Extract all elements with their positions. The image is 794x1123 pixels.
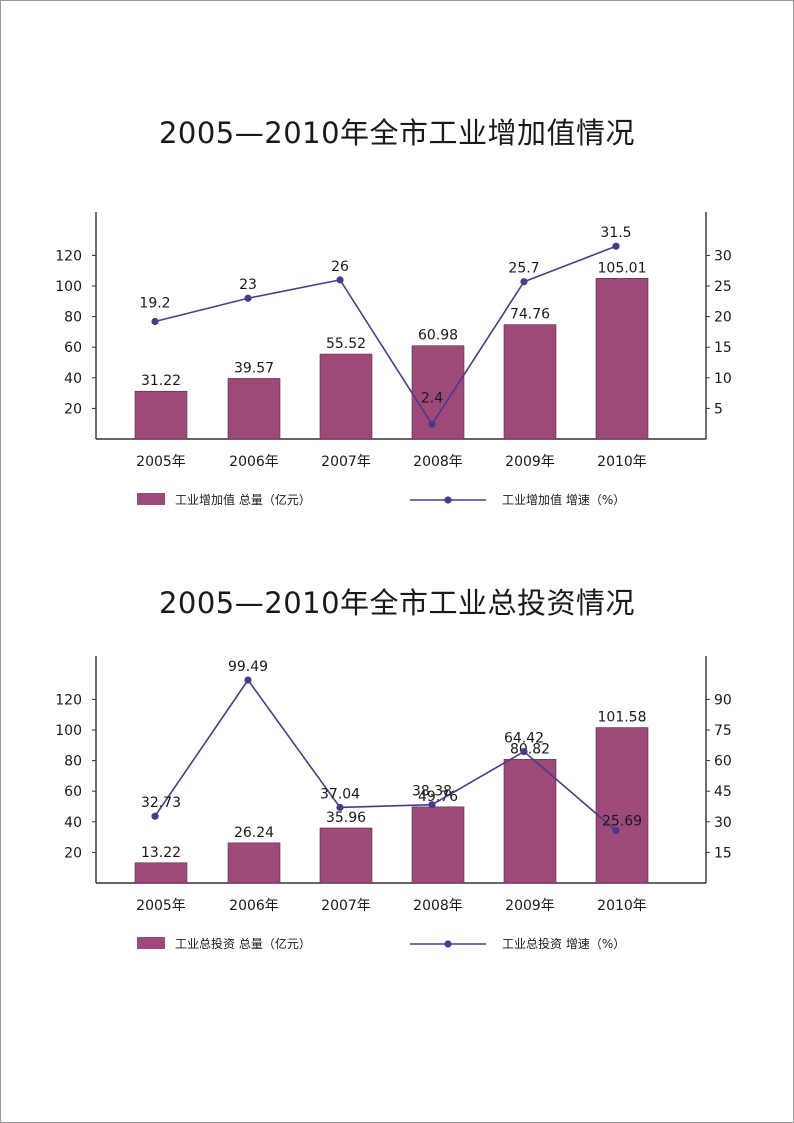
bar — [319, 353, 373, 440]
x-axis-category-label: 2009年 — [505, 898, 555, 914]
x-axis-category-label: 2010年 — [597, 898, 647, 914]
growth-point — [336, 276, 344, 284]
left-axis-tick-label: 60 — [64, 784, 82, 800]
right-axis-tick-label: 30 — [714, 248, 732, 264]
left-axis-tick-label: 80 — [64, 754, 82, 770]
chart-industrial-value-added: 20 40 60 80 100 120 5 10 15 20 25 30 31.22 39.57 55.52… — [55, 212, 732, 507]
bar-value-label: 55.52 — [326, 336, 366, 352]
legend-bar-swatch — [137, 937, 165, 949]
growth-point — [428, 420, 436, 428]
right-axis-tick-label: 60 — [714, 754, 732, 770]
bar — [227, 842, 281, 884]
bar-value-label: 13.22 — [141, 845, 181, 861]
growth-point — [336, 803, 344, 812]
x-axis-category-label: 2010年 — [597, 454, 647, 470]
bar — [411, 806, 465, 884]
legend-bar-label: 工业增加值 总量（亿元） — [175, 492, 311, 507]
right-axis-tick-label: 30 — [714, 815, 732, 831]
chart-title-industrial-investment: 2005—2010年全市工业总投资情况 — [158, 586, 636, 620]
x-axis-category-label: 2005年 — [136, 454, 186, 470]
bar-value-label: 35.96 — [326, 810, 366, 826]
bar-value-label: 60.98 — [418, 328, 458, 344]
growth-point — [612, 826, 620, 835]
x-axis-category-label: 2007年 — [321, 454, 371, 470]
growth-point — [428, 801, 436, 809]
growth-point — [520, 278, 528, 286]
x-axis-category-label: 2009年 — [505, 454, 555, 470]
x-axis-category-label: 2008年 — [413, 454, 463, 470]
growth-value-label: 25.7 — [508, 261, 539, 277]
bar-value-label: 74.76 — [510, 307, 550, 323]
left-axis-tick-label: 40 — [64, 815, 82, 831]
growth-value-label: 32.73 — [141, 795, 181, 811]
bar-value-label: 31.22 — [141, 373, 181, 389]
left-axis-tick-label: 40 — [64, 371, 82, 387]
x-axis-category-label: 2005年 — [136, 898, 186, 914]
x-axis-category-label: 2007年 — [321, 898, 371, 914]
growth-point — [151, 317, 159, 326]
bar-value-label: 26.24 — [234, 825, 274, 841]
legend-line-marker — [444, 496, 452, 504]
right-axis-tick-label: 90 — [714, 692, 732, 708]
x-axis-category-label: 2006年 — [229, 898, 279, 914]
chart-industrial-investment: 20 40 60 80 100 120 15 30 45 60 75 90 13.22 26.24 35.9… — [55, 656, 732, 951]
right-axis-tick-label: 20 — [714, 310, 732, 326]
growth-value-label: 64.42 — [504, 731, 544, 747]
bar — [595, 727, 649, 884]
bar-value-label: 101.58 — [598, 710, 647, 726]
growth-value-label: 38.38 — [412, 784, 452, 800]
growth-point — [612, 242, 620, 250]
growth-value-label: 31.5 — [600, 225, 631, 241]
right-axis-tick-label: 10 — [714, 371, 732, 387]
legend-line-marker — [444, 940, 452, 948]
right-axis-tick-label: 15 — [714, 845, 732, 861]
bar — [411, 345, 465, 440]
left-axis-tick-label: 100 — [55, 723, 82, 739]
right-axis-tick-label: 15 — [714, 340, 732, 356]
growth-point — [520, 747, 528, 756]
bar — [134, 390, 188, 440]
chart-title-industrial-value-added: 2005—2010年全市工业增加值情况 — [158, 116, 636, 150]
left-axis-tick-label: 60 — [64, 340, 82, 356]
growth-value-label: 23 — [239, 277, 257, 293]
x-axis-category-label: 2008年 — [413, 898, 463, 914]
right-axis-tick-label: 5 — [714, 401, 723, 417]
growth-value-label: 37.04 — [320, 786, 360, 802]
right-axis-tick-label: 75 — [714, 723, 732, 739]
bar — [319, 827, 373, 884]
bar-value-label: 105.01 — [598, 260, 647, 276]
left-axis-tick-label: 20 — [64, 401, 82, 417]
x-axis-category-label: 2006年 — [229, 454, 279, 470]
bar — [595, 278, 649, 440]
growth-point — [244, 294, 252, 302]
right-axis-tick-label: 45 — [714, 784, 732, 800]
legend-line-label: 工业增加值 增速（%） — [502, 492, 625, 507]
left-axis-tick-label: 120 — [55, 692, 82, 708]
legend-bar-label: 工业总投资 总量（亿元） — [175, 936, 311, 951]
bar — [503, 324, 557, 440]
growth-value-label: 2.4 — [421, 390, 443, 406]
left-axis-tick-label: 100 — [55, 279, 82, 295]
growth-line — [154, 245, 617, 426]
growth-value-label: 99.49 — [228, 659, 268, 675]
left-axis-tick-label: 80 — [64, 310, 82, 326]
growth-value-label: 19.2 — [139, 295, 170, 311]
growth-line — [154, 678, 617, 832]
right-axis-tick-label: 25 — [714, 279, 732, 295]
growth-point — [244, 676, 252, 684]
growth-point — [151, 812, 159, 820]
bar-value-label: 49.76 — [418, 789, 458, 805]
bar-value-label: 39.57 — [234, 360, 274, 376]
growth-value-label: 26 — [331, 259, 349, 275]
growth-value-label: 25.69 — [602, 814, 642, 830]
legend-bar-swatch — [137, 493, 165, 505]
bar — [503, 759, 557, 884]
legend-line-label: 工业总投资 增速（%） — [502, 936, 625, 951]
bar — [227, 378, 281, 440]
bar — [134, 862, 188, 884]
left-axis-tick-label: 120 — [55, 248, 82, 264]
left-axis-tick-label: 20 — [64, 845, 82, 861]
